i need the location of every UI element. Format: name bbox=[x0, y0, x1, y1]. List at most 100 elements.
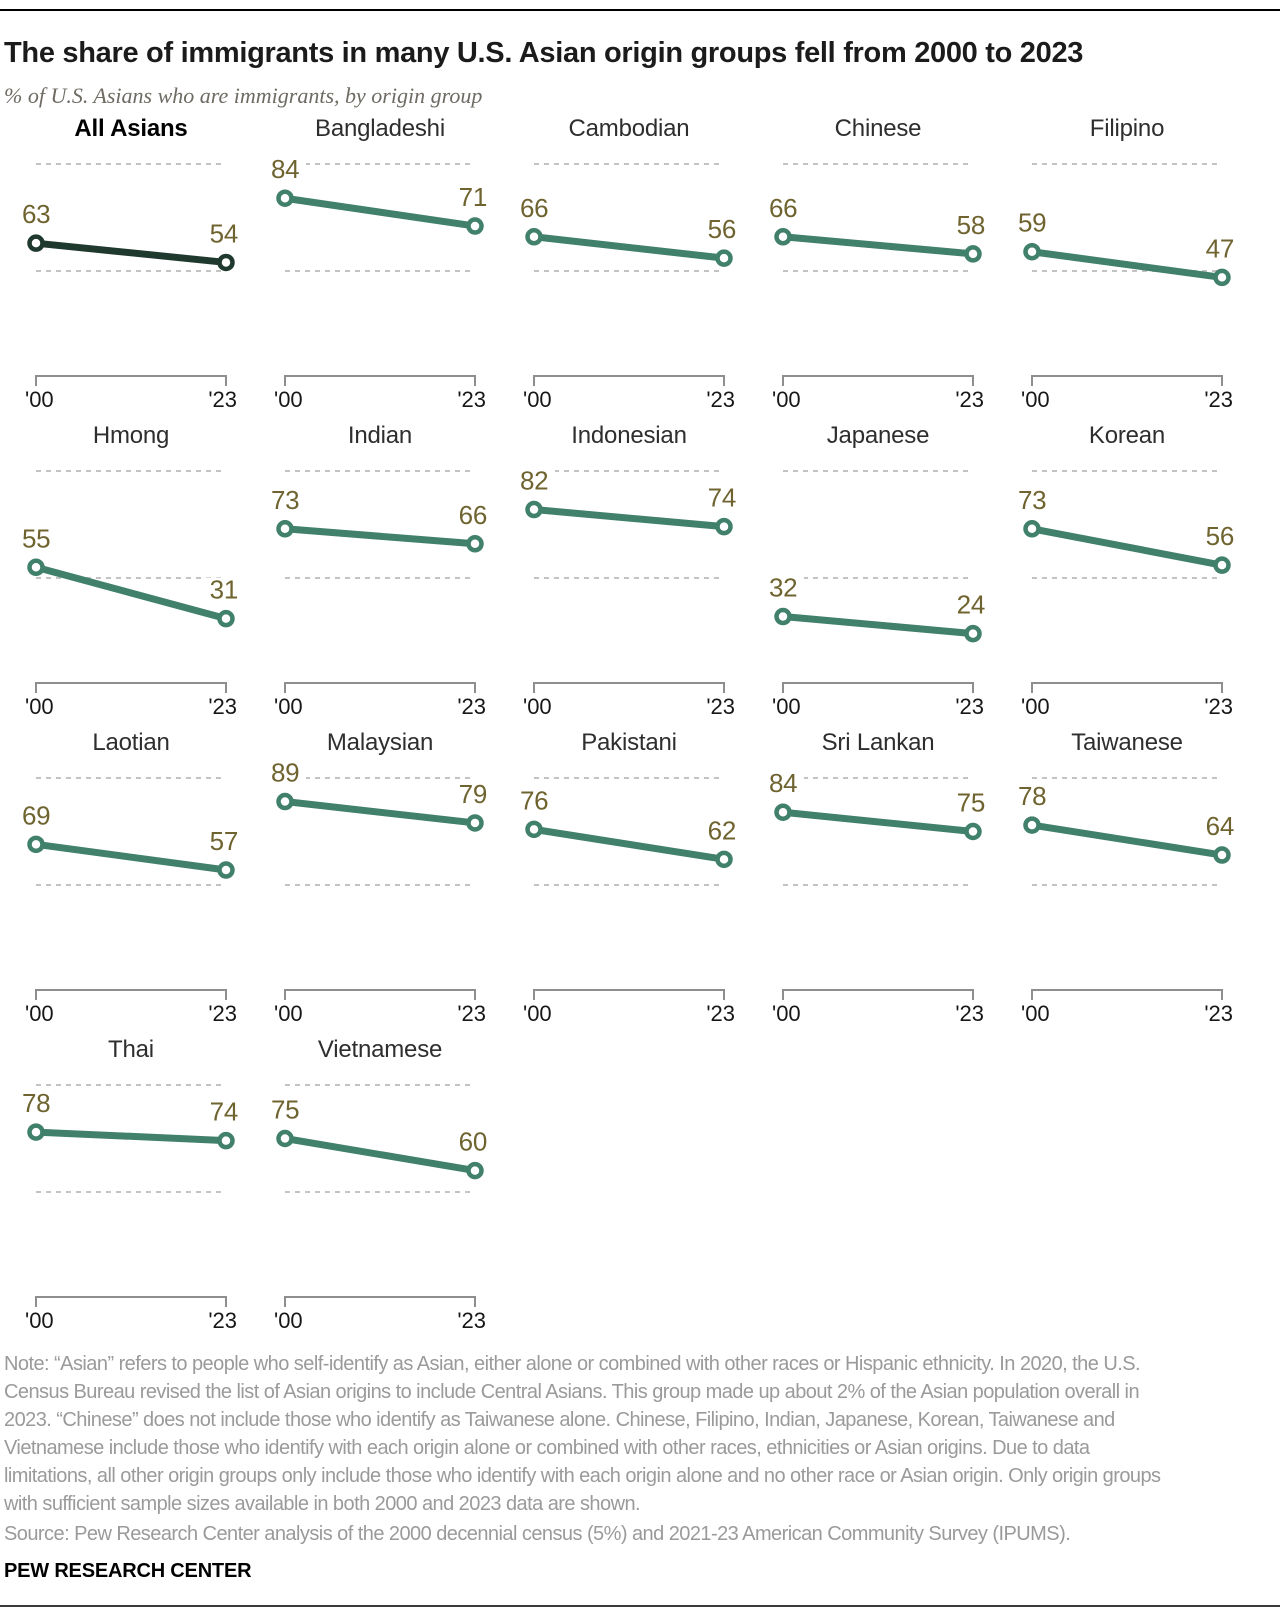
value-label-bg bbox=[268, 1097, 306, 1124]
x-axis-bracket bbox=[35, 1296, 227, 1308]
value-label-bg bbox=[452, 503, 490, 530]
value-label-start: 63 bbox=[22, 200, 50, 230]
x-tick-start: '00 bbox=[772, 1001, 801, 1026]
x-axis-bracket bbox=[533, 682, 725, 694]
chart-title: Vietnamese bbox=[318, 1036, 442, 1063]
chart-sri-lankan: Sri Lankan 84 75 '00 '23 bbox=[766, 729, 988, 1026]
value-label-start: 84 bbox=[271, 155, 299, 185]
chart-title: Indonesian bbox=[571, 422, 686, 449]
trend-line bbox=[284, 798, 476, 827]
x-tick-start: '00 bbox=[274, 1001, 303, 1026]
value-label-bg bbox=[452, 1129, 490, 1156]
chart-cambodian: Cambodian 66 56 '00 '23 bbox=[517, 115, 739, 412]
x-tick-end: '23 bbox=[706, 694, 735, 719]
value-label-bg bbox=[203, 578, 241, 605]
x-tick-end: '23 bbox=[706, 1001, 735, 1026]
value-label-bg bbox=[452, 185, 490, 212]
chart-korean: Korean 73 56 '00 '23 bbox=[1015, 422, 1237, 719]
chart-title: Malaysian bbox=[327, 729, 433, 756]
x-tick-start: '00 bbox=[25, 1001, 54, 1026]
chart-title: Indian bbox=[348, 422, 412, 449]
data-point-start bbox=[525, 501, 543, 519]
note-line: Note: “Asian” refers to people who self-… bbox=[4, 1353, 1141, 1376]
x-axis-bracket bbox=[1031, 375, 1223, 387]
value-label-bg bbox=[19, 803, 57, 830]
x-tick-start: '00 bbox=[274, 387, 303, 412]
x-axis-bracket bbox=[533, 989, 725, 1001]
chart-title: Korean bbox=[1089, 422, 1165, 449]
chart-title: Filipino bbox=[1090, 115, 1164, 142]
value-label-bg bbox=[950, 592, 988, 619]
trend-line bbox=[782, 233, 974, 258]
x-axis-bracket bbox=[782, 989, 974, 1001]
x-axis-bracket bbox=[284, 1296, 476, 1308]
charts-grid: All Asians 63 54 '00 '23 Bangladeshi 84 71 '00 '2… bbox=[0, 112, 1280, 1340]
trend-line bbox=[782, 809, 974, 836]
data-point-end bbox=[217, 254, 235, 272]
x-axis-bracket bbox=[35, 682, 227, 694]
chart-title: Japanese bbox=[827, 422, 930, 449]
value-label-end: 54 bbox=[210, 219, 238, 249]
value-label-bg bbox=[268, 488, 306, 515]
top-rule bbox=[0, 9, 1280, 11]
x-tick-end: '23 bbox=[457, 387, 486, 412]
value-label-end: 60 bbox=[459, 1127, 487, 1157]
data-point-start bbox=[276, 520, 294, 538]
data-point-end bbox=[715, 249, 733, 268]
chart-taiwanese: Taiwanese 78 64 '00 '23 bbox=[1015, 729, 1237, 1026]
value-label-bg bbox=[1015, 784, 1053, 811]
value-label-bg bbox=[1199, 814, 1237, 841]
x-axis-bracket bbox=[1031, 682, 1223, 694]
x-axis-bracket bbox=[782, 682, 974, 694]
x-tick-start: '00 bbox=[25, 387, 54, 412]
trend-line bbox=[1031, 821, 1223, 859]
value-label-bg bbox=[950, 213, 988, 240]
data-point-end bbox=[466, 814, 484, 833]
value-label-end: 47 bbox=[1206, 234, 1234, 264]
trend-line bbox=[1031, 525, 1223, 569]
x-tick-end: '23 bbox=[955, 694, 984, 719]
data-point-end bbox=[964, 245, 982, 263]
x-tick-end: '23 bbox=[1204, 387, 1233, 412]
value-label-bg bbox=[19, 1091, 57, 1118]
x-tick-start: '00 bbox=[772, 387, 801, 412]
value-label-bg bbox=[268, 760, 306, 787]
trend-line bbox=[533, 233, 725, 262]
value-label-bg bbox=[701, 485, 739, 512]
value-label-bg bbox=[19, 526, 57, 553]
x-tick-end: '23 bbox=[457, 1001, 486, 1026]
chart-indian: Indian 73 66 '00 '23 bbox=[268, 422, 490, 719]
chart-japanese: Japanese 32 24 '00 '23 bbox=[766, 422, 988, 719]
value-label-end: 74 bbox=[210, 1097, 238, 1127]
x-axis-bracket bbox=[284, 989, 476, 1001]
data-point-start bbox=[1023, 243, 1041, 261]
value-label-start: 82 bbox=[520, 466, 548, 496]
trend-line bbox=[533, 826, 725, 864]
data-point-end bbox=[217, 1132, 235, 1150]
x-tick-start: '00 bbox=[523, 694, 552, 719]
brand-logo: PEW RESEARCH CENTER bbox=[4, 1560, 252, 1583]
data-point-start bbox=[27, 835, 45, 854]
x-tick-end: '23 bbox=[1204, 694, 1233, 719]
source-line: Source: Pew Research Center analysis of … bbox=[4, 1523, 1071, 1546]
trend-line bbox=[35, 564, 227, 623]
value-label-bg bbox=[268, 157, 306, 184]
value-label-start: 84 bbox=[769, 769, 797, 799]
x-tick-start: '00 bbox=[25, 694, 54, 719]
data-point-start bbox=[774, 803, 792, 822]
footer: Note: “Asian” refers to people who self-… bbox=[4, 1350, 1276, 1583]
value-label-bg bbox=[19, 202, 57, 229]
value-label-bg bbox=[766, 771, 804, 798]
data-point-end bbox=[1213, 846, 1231, 865]
trend-line bbox=[35, 841, 227, 874]
chart-title: Chinese bbox=[835, 115, 922, 142]
data-point-start bbox=[1023, 816, 1041, 835]
data-point-end bbox=[466, 1162, 484, 1180]
value-label-start: 73 bbox=[1018, 485, 1046, 515]
data-point-end bbox=[466, 217, 484, 236]
value-label-bg bbox=[1015, 488, 1053, 515]
chart-title: Sri Lankan bbox=[822, 729, 935, 756]
note-line: limitations, all other origin groups onl… bbox=[4, 1465, 1161, 1488]
value-label-end: 62 bbox=[708, 816, 736, 846]
